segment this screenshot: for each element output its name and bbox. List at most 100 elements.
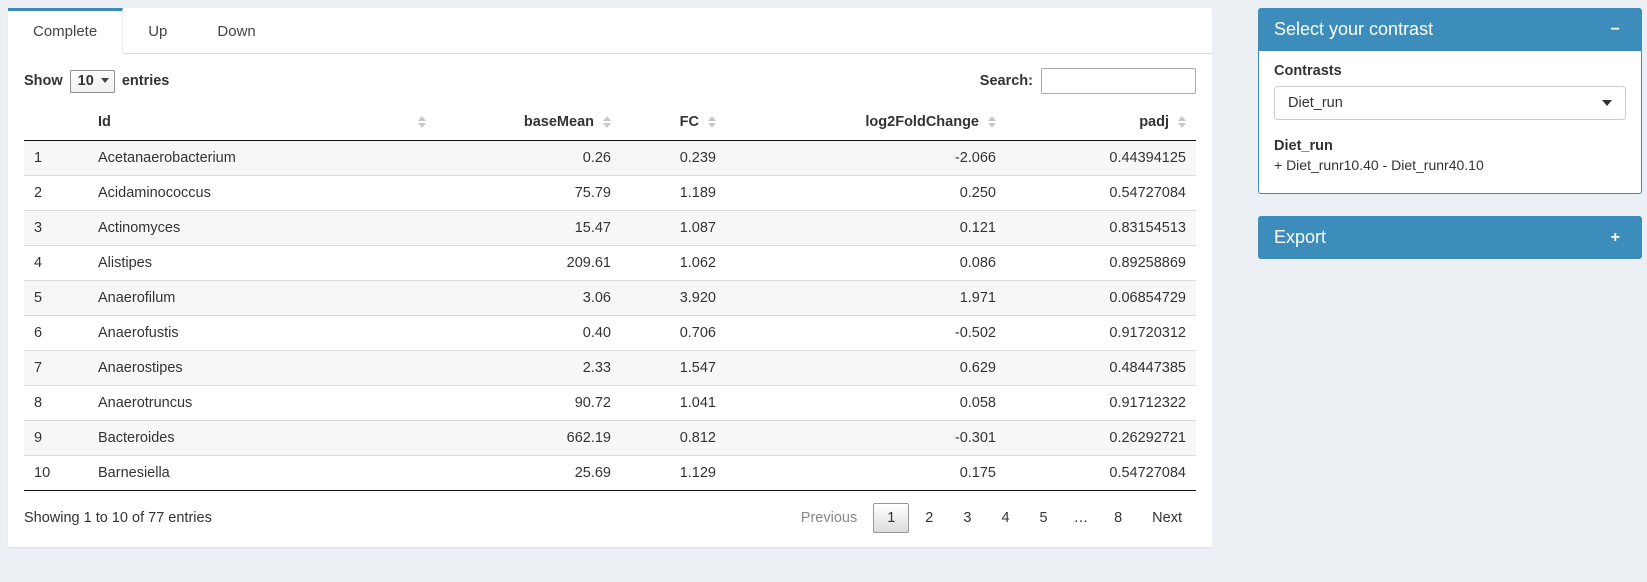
tab-up[interactable]: Up bbox=[148, 23, 168, 40]
table-info: Showing 1 to 10 of 77 entries bbox=[24, 510, 212, 526]
fc-cell: 1.547 bbox=[621, 350, 726, 386]
table-row: 1 Acetanaerobacterium 0.26 0.239 -2.066 0.443… bbox=[24, 140, 1196, 176]
col-header-id-label: Id bbox=[98, 114, 111, 130]
id-cell: Anaerofilum bbox=[88, 280, 436, 316]
page-length-select[interactable]: 10 bbox=[69, 69, 115, 93]
pagination-page-3[interactable]: 3 bbox=[963, 510, 972, 526]
basemean-cell: 0.40 bbox=[436, 315, 621, 351]
table-row: 2 Acidaminococcus 75.79 1.189 0.250 0.5472708… bbox=[24, 175, 1196, 211]
table-row: 5 Anaerofilum 3.06 3.920 1.971 0.06854729 bbox=[24, 280, 1196, 316]
table-row: 8 Anaerotruncus 90.72 1.041 0.058 0.91712322 bbox=[24, 385, 1196, 421]
row-index-cell: 7 bbox=[24, 350, 88, 386]
fc-cell: 0.812 bbox=[621, 420, 726, 456]
padj-cell: 0.54727084 bbox=[1006, 175, 1196, 211]
chevron-down-icon bbox=[100, 78, 109, 83]
pagination-page-5[interactable]: 5 bbox=[1039, 510, 1048, 526]
basemean-cell: 0.26 bbox=[582, 150, 611, 166]
log2fc-cell: 0.175 bbox=[726, 455, 1006, 491]
expand-plus-icon[interactable]: + bbox=[1605, 228, 1626, 248]
pagination-page-4[interactable]: 4 bbox=[1001, 510, 1010, 526]
col-header-padj-label: padj bbox=[1139, 114, 1169, 130]
contrast-select[interactable]: Diet_run bbox=[1274, 86, 1626, 120]
padj-cell: 0.83154513 bbox=[1006, 210, 1196, 246]
basemean-cell: 3.06 bbox=[436, 280, 621, 316]
padj-cell: 0.91712322 bbox=[1006, 385, 1196, 421]
col-header-padj[interactable]: padj bbox=[1006, 106, 1196, 141]
sort-icon bbox=[603, 116, 611, 128]
basemean-cell: 662.19 bbox=[436, 420, 621, 456]
contrast-panel-body: Contrasts Diet_run Diet_run + Diet_runr1… bbox=[1258, 51, 1642, 194]
contrast-formula: + Diet_runr10.40 - Diet_runr40.10 bbox=[1274, 157, 1484, 173]
sort-icon bbox=[988, 116, 996, 128]
log2fc-cell: 0.629 bbox=[726, 350, 1006, 386]
pagination-page-1[interactable]: 1 bbox=[873, 503, 910, 533]
fc-cell: 1.189 bbox=[621, 175, 726, 211]
collapse-minus-icon[interactable]: − bbox=[1605, 20, 1626, 40]
id-cell: Bacteroides bbox=[88, 420, 436, 456]
pagination: Previous 1 2 3 4 5 … 8 Next bbox=[785, 503, 1196, 533]
padj-cell: 0.48447385 bbox=[1006, 350, 1196, 386]
id-cell: Anaerostipes bbox=[88, 350, 436, 386]
id-cell: Actinomyces bbox=[88, 210, 436, 246]
row-index-cell: 5 bbox=[24, 280, 88, 316]
basemean-cell: 75.79 bbox=[436, 175, 621, 211]
contrasts-label: Contrasts bbox=[1274, 63, 1342, 79]
col-header-basemean-label: baseMean bbox=[523, 114, 594, 130]
col-header-basemean[interactable]: baseMean bbox=[436, 106, 621, 141]
pagination-pages: 1 2 3 4 5 … 8 bbox=[871, 503, 1136, 533]
table-row: 9 Bacteroides 662.19 0.812 -0.301 0.26292721 bbox=[24, 420, 1196, 456]
fc-cell: 1.041 bbox=[621, 385, 726, 421]
tab-bar: Complete Up Down bbox=[8, 8, 1212, 54]
fc-cell: 1.062 bbox=[621, 245, 726, 281]
id-cell: Acidaminococcus bbox=[88, 175, 436, 211]
pagination-ellipsis: … bbox=[1073, 510, 1089, 526]
fc-cell: 0.239 bbox=[679, 150, 716, 166]
table-row: 6 Anaerofustis 0.40 0.706 -0.502 0.91720312 bbox=[24, 315, 1196, 351]
pagination-page-2[interactable]: 2 bbox=[925, 510, 934, 526]
row-index-cell: 10 bbox=[24, 455, 88, 491]
log2fc-cell: -0.502 bbox=[726, 315, 1006, 351]
sort-icon bbox=[1178, 116, 1186, 128]
row-index-cell: 3 bbox=[24, 210, 88, 246]
results-box: Complete Up Down Show 10 entries Search: bbox=[8, 8, 1212, 547]
log2fc-cell: 0.250 bbox=[726, 175, 1006, 211]
tab-down[interactable]: Down bbox=[217, 23, 256, 40]
log2fc-cell: 1.971 bbox=[726, 280, 1006, 316]
table-panel: Show 10 entries Search: bbox=[8, 54, 1212, 547]
page-length-value: 10 bbox=[77, 72, 94, 89]
pagination-next[interactable]: Next bbox=[1152, 510, 1182, 526]
fc-cell: 1.087 bbox=[621, 210, 726, 246]
page-length-control: Show 10 entries bbox=[24, 69, 170, 93]
col-header-log2foldchange-label: log2FoldChange bbox=[865, 114, 979, 130]
id-cell: Barnesiella bbox=[88, 455, 436, 491]
log2fc-cell: -2.066 bbox=[954, 150, 996, 166]
contrast-panel-title: Select your contrast bbox=[1274, 19, 1434, 39]
table-row: 4 Alistipes 209.61 1.062 0.086 0.89258869 bbox=[24, 245, 1196, 281]
fc-cell: 1.129 bbox=[621, 455, 726, 491]
search-input[interactable] bbox=[1041, 68, 1196, 94]
fc-cell: 0.706 bbox=[621, 315, 726, 351]
col-header-log2foldchange[interactable]: log2FoldChange bbox=[726, 106, 1006, 141]
row-index-cell: 4 bbox=[24, 245, 88, 281]
basemean-cell: 15.47 bbox=[436, 210, 621, 246]
entries-label: entries bbox=[121, 73, 170, 89]
contrast-name: Diet_run bbox=[1274, 138, 1333, 154]
log2fc-cell: 0.086 bbox=[726, 245, 1006, 281]
padj-cell: 0.44394125 bbox=[1109, 150, 1186, 166]
log2fc-cell: 0.058 bbox=[726, 385, 1006, 421]
col-header-id[interactable]: Id bbox=[88, 106, 436, 141]
basemean-cell: 25.69 bbox=[436, 455, 621, 491]
id-cell: Acetanaerobacterium bbox=[98, 150, 236, 166]
pagination-previous[interactable]: Previous bbox=[800, 510, 858, 526]
tab-complete[interactable]: Complete bbox=[8, 8, 124, 54]
col-header-fc[interactable]: FC bbox=[621, 106, 726, 141]
fc-cell: 3.920 bbox=[621, 280, 726, 316]
id-cell: Anaerotruncus bbox=[88, 385, 436, 421]
row-index-cell: 1 bbox=[34, 150, 43, 166]
results-table: Id baseMean FC bbox=[24, 106, 1196, 491]
col-header-fc-label: FC bbox=[679, 114, 699, 130]
pagination-page-8[interactable]: 8 bbox=[1114, 510, 1123, 526]
table-body: 1 Acetanaerobacterium 0.26 0.239 -2.066 0.443… bbox=[24, 140, 1196, 491]
sort-icon bbox=[708, 116, 716, 128]
id-cell: Anaerofustis bbox=[88, 315, 436, 351]
